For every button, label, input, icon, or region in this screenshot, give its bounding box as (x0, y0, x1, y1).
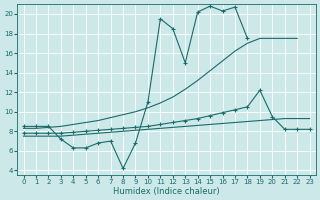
X-axis label: Humidex (Indice chaleur): Humidex (Indice chaleur) (113, 187, 220, 196)
